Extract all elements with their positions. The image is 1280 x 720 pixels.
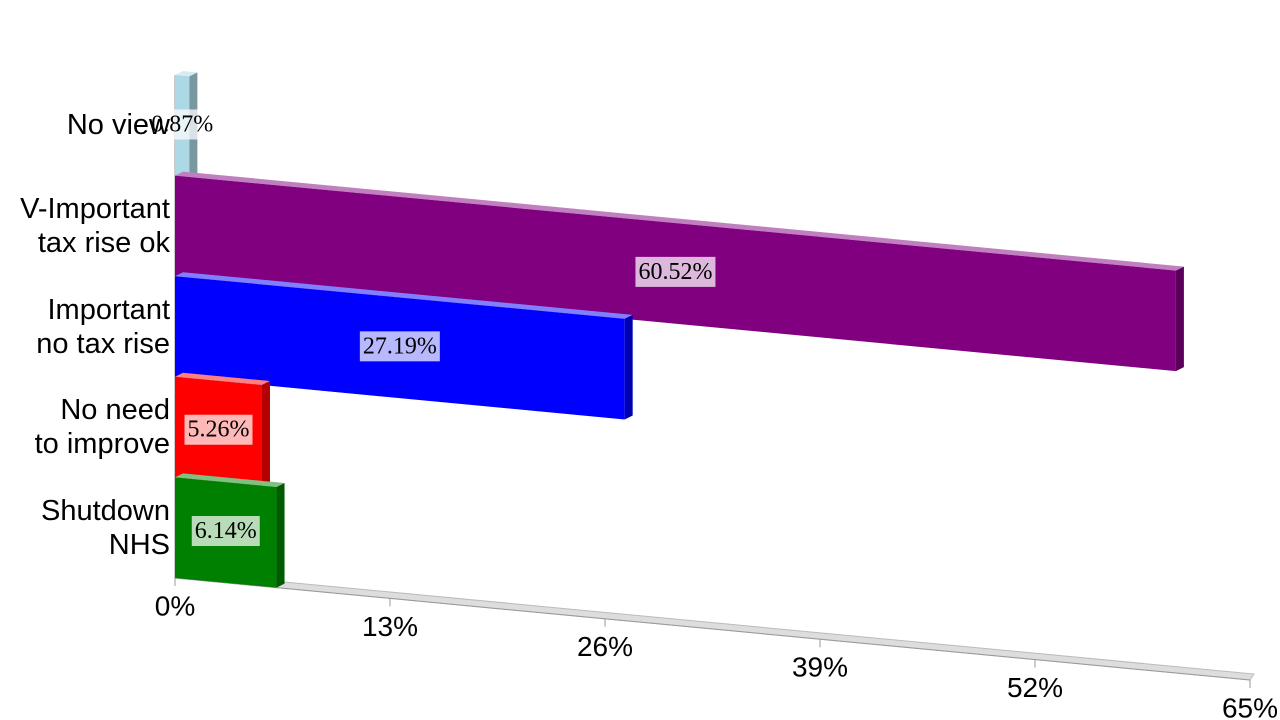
y-tick-label: Shutdown NHS bbox=[41, 494, 170, 561]
y-tick-label: V-Important tax rise ok bbox=[20, 192, 170, 259]
x-tick-label: 0% bbox=[155, 590, 195, 621]
data-label: 6.14% bbox=[195, 518, 257, 544]
data-label: 5.26% bbox=[187, 417, 249, 443]
data-label-bg bbox=[359, 331, 440, 362]
bar-side-face bbox=[276, 483, 285, 588]
bar-top-face bbox=[175, 272, 633, 319]
x-tick-label: 13% bbox=[362, 611, 418, 642]
data-label-bg bbox=[635, 256, 716, 287]
bar-side-face bbox=[1175, 266, 1184, 372]
x-tick-label: 52% bbox=[1007, 672, 1063, 703]
data-label-bg bbox=[148, 109, 217, 140]
bar-top-face bbox=[175, 473, 285, 488]
x-tick-label: 26% bbox=[577, 631, 633, 662]
bar-top-face bbox=[175, 372, 270, 386]
data-label-bg bbox=[191, 516, 260, 547]
y-tick-label: Important no tax rise bbox=[36, 293, 170, 360]
x-tick-label: 39% bbox=[792, 652, 848, 683]
data-label: 0.87% bbox=[151, 111, 213, 137]
data-label: 60.52% bbox=[638, 259, 712, 285]
axis-line bbox=[174, 577, 1251, 681]
axis-floor bbox=[174, 571, 1255, 681]
bar-side-face bbox=[624, 314, 633, 420]
y-tick-label: No view bbox=[66, 109, 170, 142]
bar-top-face bbox=[175, 71, 198, 77]
data-label-bg bbox=[184, 414, 253, 445]
bar-top-face bbox=[175, 171, 1184, 271]
data-label: 27.19% bbox=[363, 333, 437, 359]
y-tick-label: No need to improve bbox=[34, 394, 170, 461]
bar-side-face bbox=[261, 381, 270, 486]
x-tick-label: 65% bbox=[1222, 692, 1278, 720]
